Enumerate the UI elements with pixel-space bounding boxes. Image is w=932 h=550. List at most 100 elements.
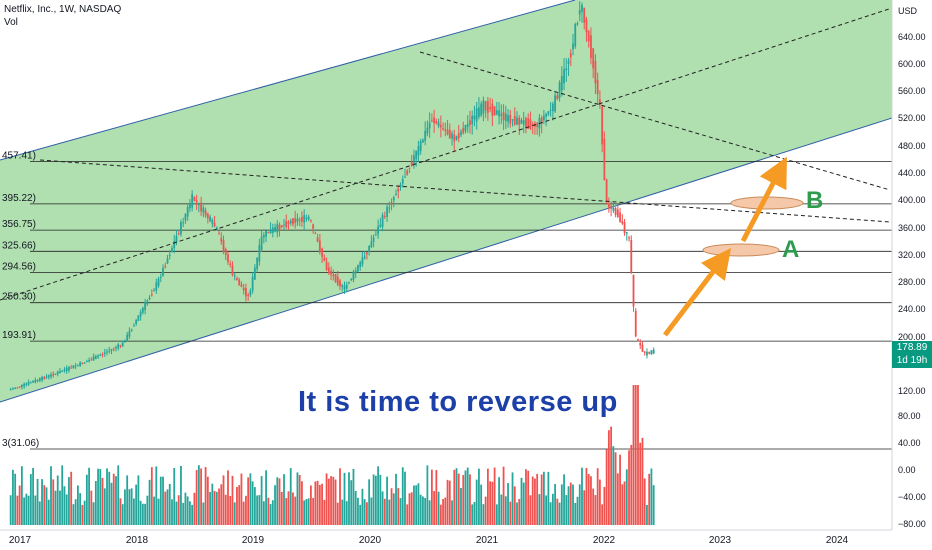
volume-bar bbox=[312, 497, 315, 525]
candle-body bbox=[484, 101, 487, 111]
volume-bar bbox=[433, 491, 436, 525]
volume-bar bbox=[85, 474, 88, 525]
candle-body bbox=[117, 344, 120, 349]
y-tick-label: 80.00 bbox=[898, 411, 921, 421]
volume-bar bbox=[507, 483, 509, 525]
volume-bar bbox=[343, 472, 346, 525]
volume-bar bbox=[106, 468, 108, 525]
y-tick-label: 640.00 bbox=[898, 32, 926, 42]
candle-body bbox=[94, 355, 97, 360]
candle-body bbox=[278, 224, 281, 231]
trendline-dashed-down bbox=[419, 51, 891, 191]
volume-bar bbox=[502, 466, 505, 525]
candle-body bbox=[99, 354, 102, 356]
candle-body bbox=[184, 214, 187, 221]
volume-bar bbox=[92, 502, 95, 525]
candle-body bbox=[406, 170, 409, 175]
candle-body bbox=[197, 202, 200, 206]
candle-body bbox=[565, 68, 568, 71]
candle-body bbox=[424, 131, 427, 141]
volume-bar bbox=[236, 486, 238, 525]
candle-body bbox=[578, 10, 581, 15]
candle-body bbox=[556, 95, 559, 99]
candle-body bbox=[630, 239, 633, 274]
candle-body bbox=[233, 275, 236, 277]
volume-bar bbox=[249, 473, 252, 525]
y-tick-label: 480.00 bbox=[898, 141, 926, 151]
volume-bar bbox=[531, 476, 534, 525]
chart-title: Netflix, Inc., 1W, NASDAQ bbox=[4, 4, 122, 15]
candle-body bbox=[372, 237, 375, 242]
volume-bar bbox=[565, 495, 568, 525]
volume-bar bbox=[72, 504, 75, 525]
y-tick-label: 600.00 bbox=[898, 59, 926, 69]
volume-bar bbox=[56, 475, 59, 525]
candle-body bbox=[417, 146, 420, 156]
volume-bar bbox=[572, 484, 574, 525]
volume-bar bbox=[500, 494, 503, 525]
level-label: 250.30) bbox=[2, 292, 36, 303]
candle-body bbox=[34, 379, 37, 383]
level-label: 457.41) bbox=[2, 150, 36, 161]
volume-bar bbox=[63, 486, 66, 525]
level-label: 356.75) bbox=[2, 219, 36, 230]
volume-bar bbox=[491, 481, 494, 525]
volume-bar bbox=[446, 479, 449, 525]
candle-body bbox=[437, 122, 440, 127]
volume-bar bbox=[233, 502, 236, 525]
candle-body bbox=[370, 241, 373, 247]
candle-body bbox=[527, 118, 530, 129]
volume-bar bbox=[70, 471, 73, 525]
volume-bar bbox=[410, 492, 413, 525]
candle-body bbox=[430, 120, 433, 122]
volume-bar bbox=[81, 504, 84, 525]
candle-body bbox=[141, 307, 144, 313]
candle-body bbox=[648, 352, 651, 354]
volume-bar bbox=[292, 492, 294, 525]
volume-bar bbox=[388, 499, 391, 525]
volume-bar bbox=[641, 437, 644, 525]
candle-body bbox=[209, 216, 211, 222]
volume-bar bbox=[242, 501, 245, 525]
arrow-to-a bbox=[663, 248, 732, 337]
candle-body bbox=[289, 220, 292, 224]
volume-bar bbox=[493, 467, 496, 525]
volume-bar bbox=[265, 470, 267, 525]
candle-body bbox=[466, 123, 469, 127]
candle-body bbox=[164, 266, 167, 268]
candle-body bbox=[359, 262, 362, 268]
candle-body bbox=[473, 115, 476, 120]
candle-body bbox=[610, 206, 613, 209]
volume-bar bbox=[424, 497, 427, 525]
volume-bar bbox=[256, 495, 259, 525]
volume-bar bbox=[527, 470, 530, 525]
volume-bar bbox=[144, 503, 147, 525]
candle-body bbox=[292, 218, 294, 225]
candle-body bbox=[641, 344, 644, 352]
volume-bar bbox=[186, 496, 189, 525]
target-ellipse-a bbox=[702, 243, 780, 257]
candle-body bbox=[339, 280, 341, 287]
volume-bar bbox=[648, 473, 651, 525]
volume-bar bbox=[146, 495, 149, 525]
candle-body bbox=[287, 222, 290, 224]
candle-body bbox=[650, 350, 653, 355]
volume-bar bbox=[614, 452, 617, 525]
volume-bar bbox=[316, 480, 319, 525]
volume-bar bbox=[560, 484, 563, 525]
volume-bar bbox=[509, 501, 512, 525]
candle-body bbox=[413, 155, 415, 164]
candle-body bbox=[475, 108, 478, 122]
volume-bar bbox=[643, 478, 646, 525]
candle-body bbox=[20, 384, 23, 388]
candle-body bbox=[486, 101, 489, 113]
volume-bar bbox=[103, 488, 106, 525]
candle-body bbox=[408, 167, 411, 169]
candle-body bbox=[139, 311, 142, 317]
candle-body bbox=[242, 287, 245, 291]
candle-body bbox=[59, 370, 61, 374]
candle-body bbox=[121, 342, 124, 347]
candle-body bbox=[314, 232, 317, 234]
candle-body bbox=[153, 290, 155, 292]
volume-bar bbox=[200, 468, 203, 525]
